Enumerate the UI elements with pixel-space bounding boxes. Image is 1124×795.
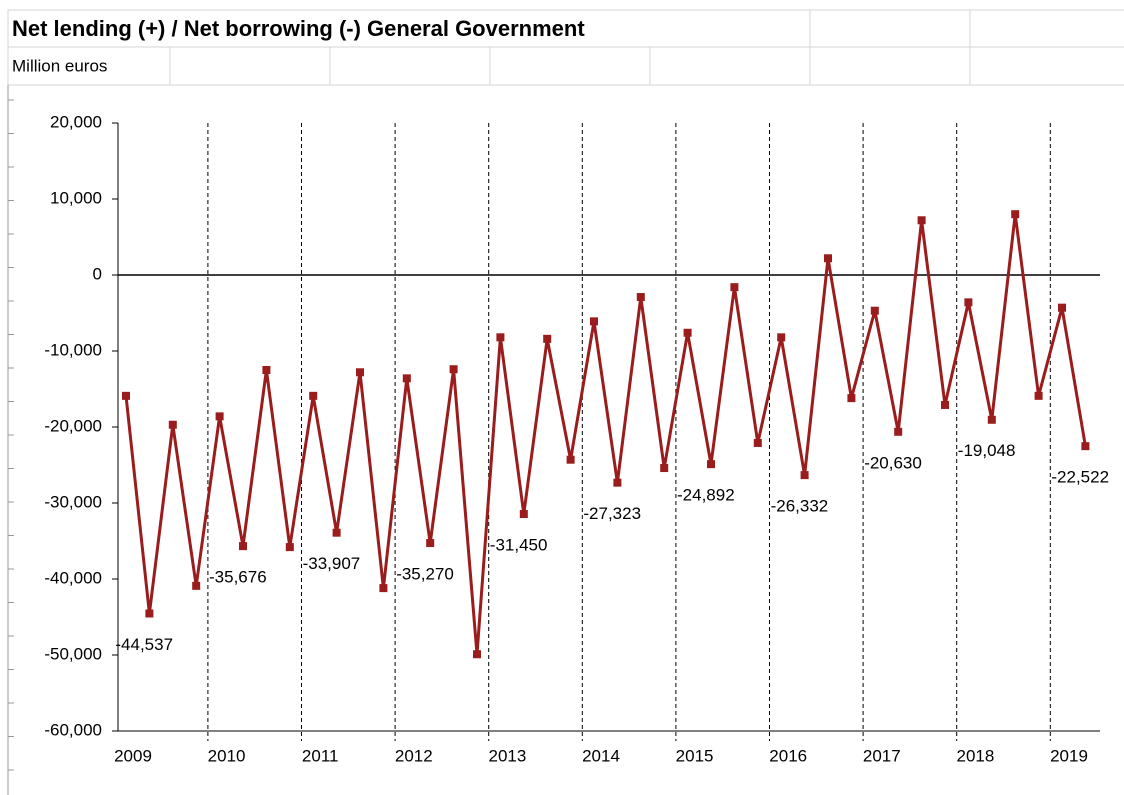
data-label: -35,270 — [396, 565, 454, 584]
marker — [426, 539, 435, 548]
marker — [660, 464, 669, 473]
data-label: -33,907 — [303, 554, 361, 573]
x-tick-label: 2010 — [208, 746, 246, 765]
y-tick-label: -10,000 — [44, 340, 102, 359]
series-line — [124, 214, 1087, 655]
marker — [613, 478, 622, 487]
marker — [192, 581, 201, 590]
x-tick-label: 2014 — [582, 746, 620, 765]
x-tick-label: 2009 — [114, 746, 152, 765]
y-tick-label: -40,000 — [44, 568, 102, 587]
cell — [969, 46, 1124, 86]
marker — [1081, 442, 1090, 451]
y-tick-label: -50,000 — [44, 644, 102, 663]
marker — [941, 400, 949, 409]
marker — [1011, 210, 1020, 219]
marker — [262, 366, 271, 374]
x-tick-label: 2012 — [395, 746, 433, 765]
marker — [683, 328, 692, 337]
marker — [122, 391, 130, 400]
marker — [379, 584, 388, 593]
marker — [285, 543, 294, 552]
data-label: -20,630 — [864, 453, 922, 472]
marker — [449, 365, 458, 374]
chart-title: Net lending (+) / Net borrowing (-) Gene… — [12, 16, 585, 41]
marker — [636, 293, 645, 302]
marker — [753, 438, 762, 447]
data-label: -44,537 — [115, 635, 173, 654]
marker — [1034, 391, 1043, 400]
data-label: -19,048 — [958, 441, 1016, 460]
data-label: -35,676 — [209, 568, 267, 587]
x-tick-label: 2015 — [676, 746, 714, 765]
marker — [356, 368, 364, 377]
y-tick-label: -30,000 — [44, 492, 102, 511]
marker — [777, 333, 786, 342]
marker — [168, 420, 177, 429]
marker — [543, 334, 552, 343]
marker — [730, 283, 739, 292]
chart-subtitle: Million euros — [12, 56, 107, 75]
marker — [964, 298, 973, 307]
x-tick-label: 2016 — [769, 746, 807, 765]
marker — [473, 650, 481, 659]
data-label: -26,332 — [771, 497, 829, 516]
marker — [824, 254, 832, 263]
y-tick-label: 10,000 — [50, 188, 102, 207]
marker — [402, 374, 411, 383]
marker — [707, 460, 715, 469]
cell-grid — [7, 9, 1124, 795]
x-tick-label: 2018 — [956, 746, 994, 765]
marker — [917, 216, 926, 225]
marker — [1058, 303, 1066, 312]
x-tick-label: 2013 — [488, 746, 526, 765]
marker — [987, 415, 996, 424]
marker — [800, 471, 809, 480]
marker — [145, 609, 154, 618]
data-label: -27,323 — [583, 504, 641, 523]
marker — [566, 455, 575, 464]
marker — [215, 412, 224, 421]
marker — [519, 510, 528, 519]
y-tick-label: -20,000 — [44, 416, 102, 435]
marker — [847, 394, 856, 403]
y-tick-label: 20,000 — [50, 112, 102, 131]
x-tick-label: 2019 — [1050, 746, 1088, 765]
marker — [239, 542, 247, 551]
marker — [309, 391, 318, 400]
marker — [496, 333, 505, 342]
y-tick-label: 0 — [93, 264, 102, 283]
marker — [332, 528, 341, 537]
marker — [870, 306, 879, 315]
x-tick-label: 2011 — [302, 746, 339, 765]
marker — [590, 317, 598, 326]
marker — [894, 427, 903, 436]
data-label: -22,522 — [1051, 468, 1109, 487]
x-tick-label: 2017 — [863, 746, 901, 765]
data-label: -31,450 — [490, 536, 548, 555]
y-tick-label: -60,000 — [44, 720, 102, 739]
data-label: -24,892 — [677, 486, 735, 505]
